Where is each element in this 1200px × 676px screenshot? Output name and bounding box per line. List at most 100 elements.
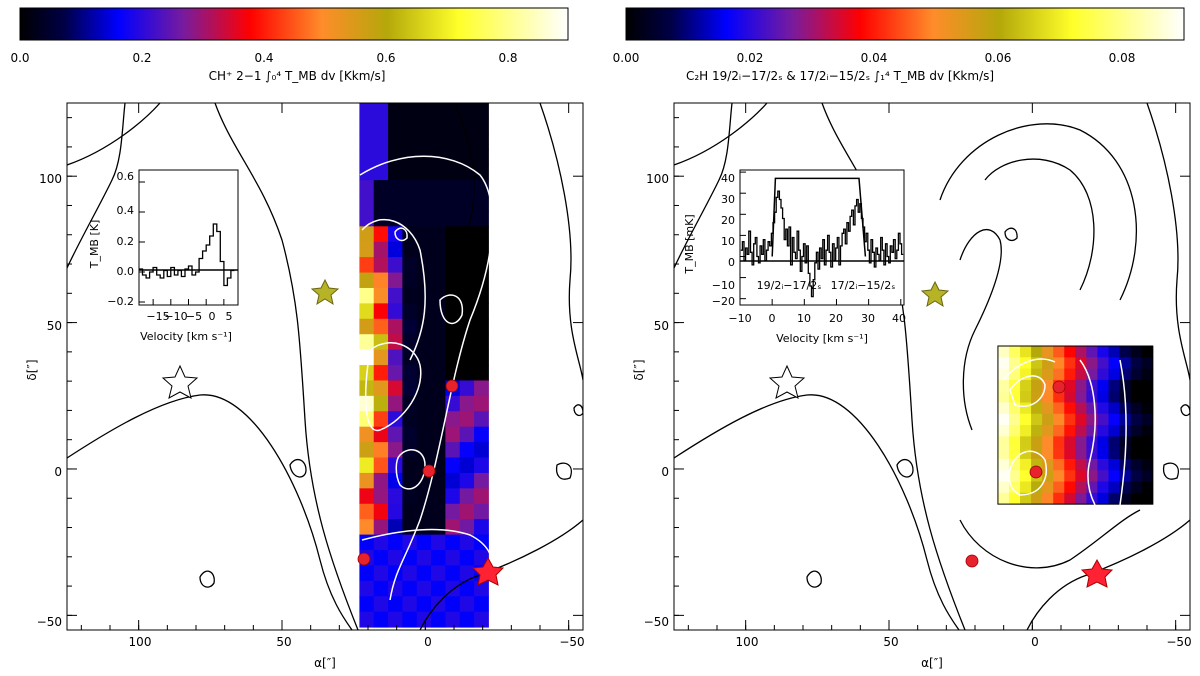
heatmap-cell bbox=[445, 349, 461, 366]
heatmap-cell bbox=[1064, 379, 1076, 392]
heatmap-cell bbox=[1108, 357, 1121, 370]
heatmap-cell bbox=[474, 349, 489, 366]
right-inset-xlabel: Velocity [km s⁻¹] bbox=[776, 332, 868, 345]
heatmap-cell bbox=[1075, 402, 1087, 415]
heatmap-cell bbox=[1086, 357, 1098, 370]
heatmap-cell bbox=[373, 180, 389, 196]
heatmap-cell bbox=[359, 411, 375, 428]
left-xtick: 100 bbox=[129, 635, 152, 649]
heatmap-cell bbox=[1141, 492, 1154, 505]
heatmap-cell bbox=[1075, 357, 1087, 370]
right-inset-line-profile bbox=[771, 177, 867, 257]
heatmap-cell bbox=[431, 580, 446, 597]
heatmap-cell bbox=[416, 503, 432, 520]
heatmap-cell bbox=[1053, 425, 1065, 437]
heatmap-cell bbox=[388, 164, 403, 181]
heatmap-cell bbox=[359, 303, 375, 320]
heatmap-cell bbox=[388, 334, 403, 351]
heatmap-cell bbox=[402, 426, 418, 443]
red-dot-marker bbox=[357, 552, 371, 566]
heatmap-cell bbox=[1008, 470, 1021, 483]
heatmap-cell bbox=[445, 133, 461, 150]
heatmap-cell bbox=[1130, 368, 1143, 381]
heatmap-cell bbox=[997, 436, 1010, 449]
heatmap-cell bbox=[1020, 346, 1032, 358]
heatmap-cell bbox=[1108, 368, 1121, 381]
heatmap-cell bbox=[416, 488, 432, 505]
heatmap-cell bbox=[1064, 458, 1076, 471]
heatmap-cell bbox=[459, 103, 475, 119]
heatmap-cell bbox=[1141, 413, 1154, 426]
heatmap-cell bbox=[1064, 346, 1076, 358]
heatmap-cell bbox=[373, 241, 389, 258]
heatmap-cell bbox=[373, 287, 389, 304]
heatmap-cell bbox=[431, 565, 446, 582]
heatmap-cell bbox=[1097, 492, 1110, 505]
heatmap-cell bbox=[445, 118, 461, 135]
heatmap-cell bbox=[1020, 481, 1032, 494]
heatmap-cell bbox=[997, 425, 1010, 437]
heatmap-cell bbox=[997, 346, 1010, 358]
heatmap-cell bbox=[474, 133, 489, 150]
heatmap-cell bbox=[388, 133, 403, 150]
heatmap-cell bbox=[1008, 346, 1021, 358]
heatmap-cell bbox=[373, 318, 389, 335]
heatmap-cell bbox=[359, 118, 375, 135]
heatmap-cell bbox=[388, 303, 403, 320]
heatmap-cell bbox=[1075, 368, 1087, 381]
right-xtick: 100 bbox=[736, 635, 759, 649]
heatmap-cell bbox=[1108, 425, 1121, 437]
heatmap-cell bbox=[1141, 425, 1154, 437]
heatmap-cell bbox=[431, 380, 446, 397]
heatmap-cell bbox=[416, 133, 432, 150]
heatmap-cell bbox=[402, 488, 418, 505]
heatmap-cell bbox=[416, 226, 432, 243]
heatmap-cell bbox=[359, 503, 375, 520]
left-xlabel: α[″] bbox=[314, 656, 336, 670]
heatmap-cell bbox=[474, 488, 489, 505]
red-dot-marker bbox=[1029, 465, 1043, 479]
heatmap-cell bbox=[1130, 402, 1143, 415]
heatmap-cell bbox=[388, 118, 403, 135]
heatmap-cell bbox=[1031, 368, 1043, 381]
heatmap-cell bbox=[1130, 346, 1143, 358]
heatmap-cell bbox=[459, 442, 475, 459]
heatmap-cell bbox=[373, 226, 389, 243]
heatmap-cell bbox=[431, 272, 446, 289]
heatmap-cell bbox=[373, 380, 389, 397]
right-colorbar-ticks: 0.00 0.02 0.04 0.06 0.08 bbox=[613, 51, 1136, 65]
heatmap-cell bbox=[373, 257, 389, 274]
heatmap-cell bbox=[1086, 413, 1098, 426]
left-inset-ytick: 0.4 bbox=[117, 204, 135, 217]
heatmap-cell bbox=[1020, 402, 1032, 415]
heatmap-cell bbox=[1097, 357, 1110, 370]
heatmap-cell bbox=[416, 519, 432, 536]
heatmap-cell bbox=[373, 365, 389, 381]
heatmap-cell bbox=[402, 349, 418, 366]
right-xlabel: α[″] bbox=[921, 656, 943, 670]
heatmap-cell bbox=[1097, 458, 1110, 471]
heatmap-cell bbox=[1042, 391, 1054, 403]
heatmap-cell bbox=[1086, 436, 1098, 449]
heatmap-cell bbox=[1031, 447, 1043, 460]
heatmap-cell bbox=[459, 241, 475, 258]
heatmap-cell bbox=[1031, 436, 1043, 449]
heatmap-cell bbox=[359, 103, 375, 119]
right-inset-ytick: 40 bbox=[721, 172, 735, 185]
heatmap-cell bbox=[388, 488, 403, 505]
heatmap-cell bbox=[1097, 379, 1110, 392]
heatmap-cell bbox=[459, 287, 475, 304]
heatmap-cell bbox=[1108, 346, 1121, 358]
heatmap-cell bbox=[445, 365, 461, 381]
heatmap-cell bbox=[416, 149, 432, 166]
heatmap-cell bbox=[1086, 391, 1098, 403]
heatmap-cell bbox=[388, 103, 403, 119]
heatmap-cell bbox=[474, 318, 489, 335]
heatmap-cell bbox=[1130, 379, 1143, 392]
heatmap-cell bbox=[431, 133, 446, 150]
heatmap-cell bbox=[1141, 391, 1154, 403]
heatmap-cell bbox=[1075, 391, 1087, 403]
heatmap-cell bbox=[1053, 346, 1065, 358]
heatmap-cell bbox=[431, 365, 446, 381]
heatmap-cell bbox=[359, 519, 375, 536]
